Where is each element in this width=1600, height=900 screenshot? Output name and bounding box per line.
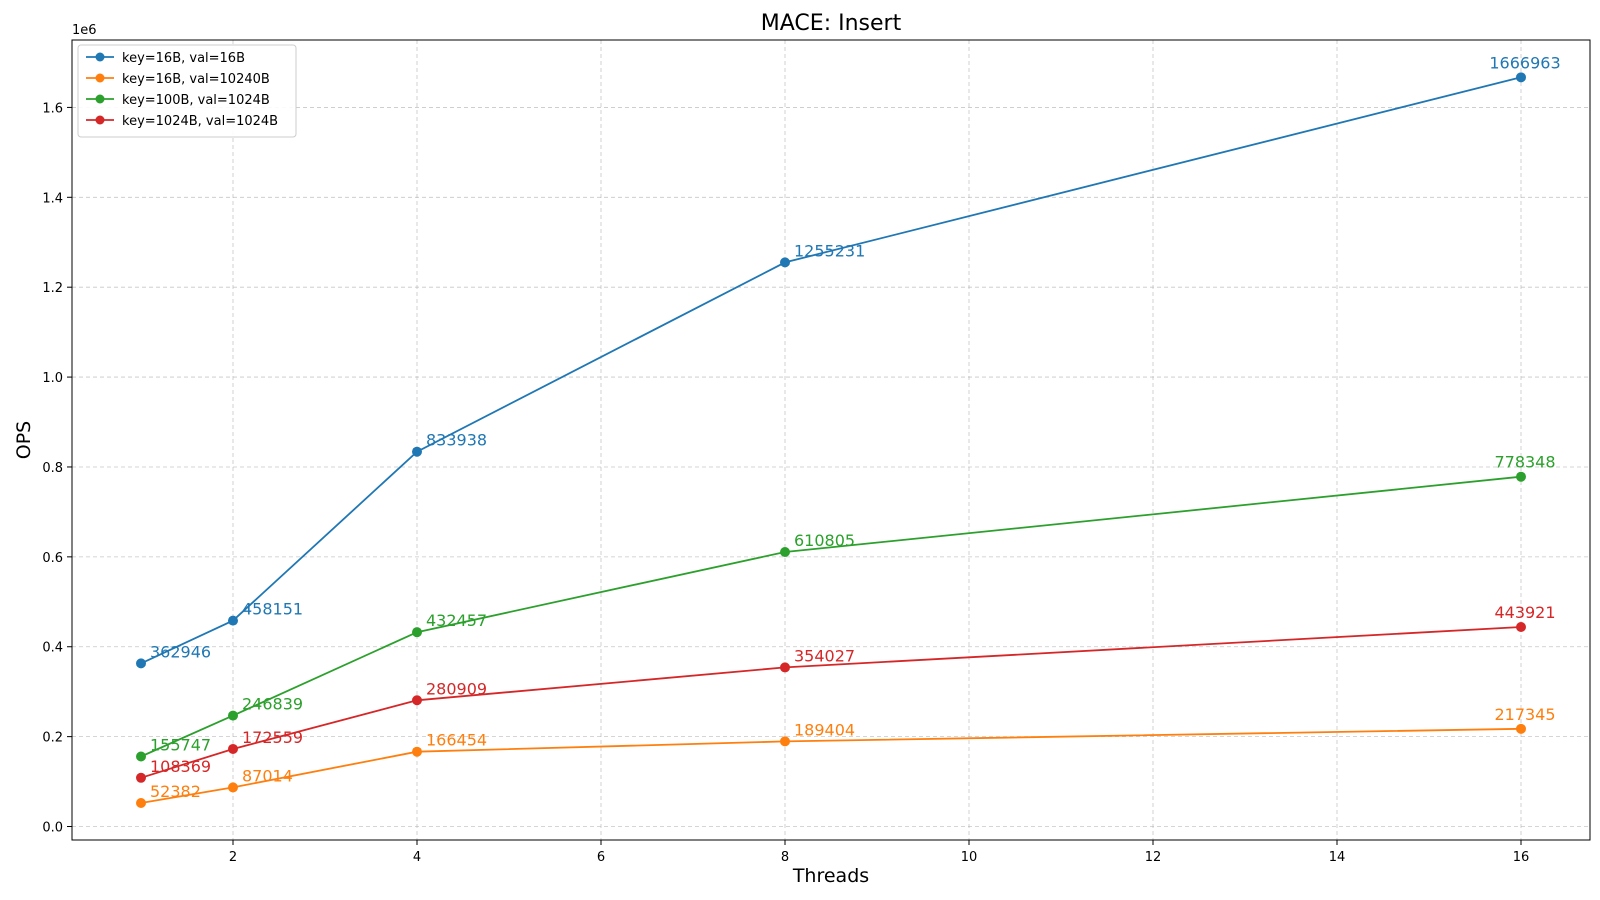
x-tick-label: 4 [413, 850, 421, 865]
data-labels: 362946 458151 833938 1255231 1666963 52382 870… [150, 53, 1561, 801]
y-tick-label: 0.0 [42, 821, 63, 836]
legend-box [77, 44, 297, 138]
legend-marker [95, 94, 105, 104]
data-point [412, 746, 422, 757]
x-tick-label: 2 [229, 850, 237, 865]
grid [72, 40, 1590, 840]
data-label: 833938 [426, 431, 487, 450]
x-tick-label: 16 [1513, 850, 1530, 865]
data-label: 458151 [242, 600, 303, 619]
data-label: 87014 [242, 766, 293, 785]
x-tick-label: 12 [1145, 850, 1162, 865]
y-tick-label: 1.6 [42, 101, 63, 116]
data-point [412, 695, 422, 706]
data-label: 443921 [1494, 603, 1555, 622]
data-label: 166454 [426, 731, 487, 750]
data-label: 280909 [426, 679, 487, 698]
data-point [228, 710, 238, 721]
y-tick-label: 1.0 [42, 371, 63, 386]
data-point [228, 615, 238, 626]
data-label: 362946 [150, 642, 211, 661]
legend-marker [95, 52, 105, 62]
legend-label: key=16B, val=10240B [122, 72, 270, 87]
data-point [780, 662, 790, 673]
legend-label: key=100B, val=1024B [122, 93, 270, 108]
legend-marker [95, 115, 105, 125]
data-point [1516, 622, 1526, 633]
data-label: 246839 [242, 695, 303, 714]
data-point [412, 627, 422, 638]
data-point [780, 257, 790, 268]
data-label: 432457 [426, 611, 487, 630]
data-label: 172559 [242, 728, 303, 747]
data-point [412, 446, 422, 457]
data-point [780, 736, 790, 747]
legend-label: key=16B, val=16B [122, 51, 245, 66]
series-line [140, 727, 1522, 804]
data-point [136, 797, 146, 808]
series-line [140, 475, 1522, 758]
data-label: 354027 [794, 646, 855, 665]
plot-frame [71, 39, 1591, 841]
x-tick-label: 8 [781, 850, 789, 865]
y-tick-label: 1.4 [42, 191, 63, 206]
data-label: 1666963 [1489, 53, 1560, 72]
series-line [140, 76, 1522, 665]
legend-marker [95, 73, 105, 83]
data-label: 1255231 [794, 241, 865, 260]
x-tick-label: 10 [961, 850, 978, 865]
data-point [780, 546, 790, 557]
y-tick-label: 0.2 [42, 731, 63, 746]
y-tick-label: 1.2 [42, 281, 63, 296]
data-label: 52382 [150, 782, 201, 801]
data-point [1516, 471, 1526, 482]
data-point [1516, 723, 1526, 734]
x-tick-label: 6 [597, 850, 605, 865]
axis-ticks: 2 4 6 8 10 12 14 16 0.0 0.2 0.4 0.6 0.8 1.0 1.2 1.4 1.6 [42, 101, 1529, 865]
y-tick-label: 0.8 [42, 461, 63, 476]
x-axis-label: Threads [792, 865, 869, 887]
data-label: 778348 [1494, 453, 1555, 472]
x-tick-label: 14 [1329, 850, 1346, 865]
y-tick-label: 0.6 [42, 551, 63, 566]
data-point [136, 772, 146, 783]
data-point [136, 751, 146, 762]
data-point [1516, 72, 1526, 83]
data-label: 155747 [150, 736, 211, 755]
y-axis-label: OPS [13, 421, 35, 459]
data-point [228, 782, 238, 793]
data-label: 108369 [150, 757, 211, 776]
legend: key=16B, val=16B key=16B, val=10240B key=1… [77, 44, 297, 138]
chart-title: MACE: Insert [761, 11, 902, 36]
data-point [228, 743, 238, 754]
series-layer [136, 72, 1526, 808]
y-tick-label: 0.4 [42, 641, 63, 656]
legend-label: key=1024B, val=1024B [122, 114, 278, 129]
data-label: 189404 [794, 720, 855, 739]
data-point [136, 658, 146, 669]
data-label: 610805 [794, 531, 855, 550]
data-label: 217345 [1494, 705, 1555, 724]
y-axis-offset-label: 1e6 [72, 23, 97, 38]
